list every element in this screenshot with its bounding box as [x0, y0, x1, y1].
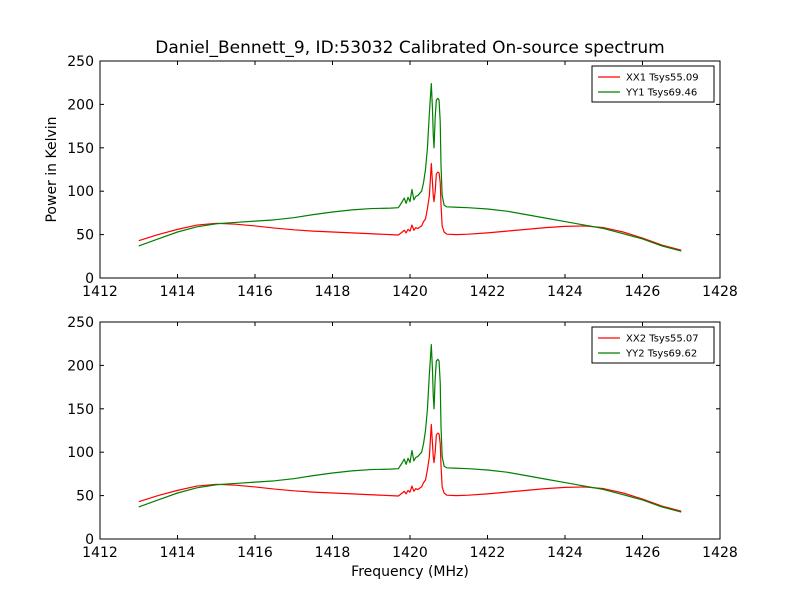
series-line-yy1 — [138, 82, 682, 252]
x-tick-label: 1424 — [547, 284, 583, 300]
y-tick-label: 0 — [85, 532, 94, 548]
y-tick-label: 100 — [67, 445, 94, 461]
x-tick-label: 1412 — [82, 545, 118, 561]
legend-box — [591, 326, 715, 364]
x-tick-label: 1424 — [547, 545, 583, 561]
legend-label: YY2 Tsys69.62 — [625, 349, 697, 360]
x-tick-label: 1426 — [625, 545, 661, 561]
top-panel: 1412 1414 1416 1418 1420 1422 1424 1426 1428 0 50 1… — [44, 38, 738, 300]
chart-title: Daniel_Bennett_9, ID:53032 Calibrated On… — [155, 38, 664, 58]
y-tick-label: 0 — [85, 271, 94, 287]
legend-label: YY1 Tsys69.46 — [625, 88, 697, 99]
bottom-panel: 1412 1414 1416 1418 1420 1422 1424 1426 1428 0 50 1… — [67, 315, 738, 580]
x-tick-label: 1428 — [702, 284, 738, 300]
x-tick-label: 1412 — [82, 284, 118, 300]
y-tick-label: 50 — [76, 489, 94, 505]
y-tick-label: 100 — [67, 184, 94, 200]
x-tick-label: 1416 — [237, 545, 273, 561]
x-tick-label: 1416 — [237, 284, 273, 300]
x-tick-label: 1418 — [315, 545, 351, 561]
y-tick-label: 200 — [67, 358, 94, 374]
series-line-yy2 — [138, 343, 682, 513]
x-axis-label: Frequency (MHz) — [351, 564, 469, 580]
y-tick-label: 150 — [67, 402, 94, 418]
x-tick-label: 1422 — [470, 545, 506, 561]
x-tick-label: 1426 — [625, 284, 661, 300]
y-tick-label: 250 — [67, 315, 94, 331]
x-tick-label: 1418 — [315, 284, 351, 300]
legend-label: XX2 Tsys55.07 — [626, 334, 699, 345]
legend-box — [591, 65, 715, 103]
y-tick-label: 50 — [76, 228, 94, 244]
x-tick-label: 1414 — [160, 545, 196, 561]
y-tick-label: 150 — [67, 141, 94, 157]
x-tick-label: 1414 — [160, 284, 196, 300]
x-tick-label: 1428 — [702, 545, 738, 561]
legend-label: XX1 Tsys55.09 — [626, 73, 699, 84]
y-tick-label: 200 — [67, 97, 94, 113]
series-line-xx2 — [138, 423, 682, 512]
y-axis-label: Power in Kelvin — [44, 116, 60, 222]
y-tick-label: 250 — [67, 54, 94, 70]
x-tick-label: 1420 — [392, 284, 428, 300]
series-line-xx1 — [138, 162, 682, 251]
x-tick-label: 1420 — [392, 545, 428, 561]
x-tick-label: 1422 — [470, 284, 506, 300]
